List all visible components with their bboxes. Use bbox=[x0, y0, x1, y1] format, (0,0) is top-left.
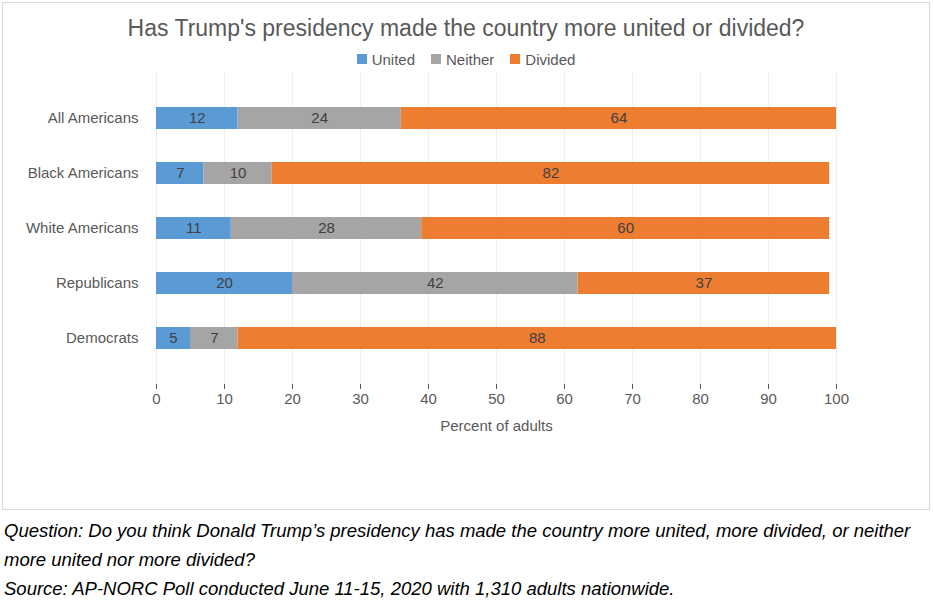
svg-text:88: 88 bbox=[529, 329, 546, 346]
svg-text:7: 7 bbox=[210, 329, 218, 346]
html-text:Has Trump's presidency made th: Has Trump's presidency made the country … bbox=[127, 15, 805, 41]
svg-text:0: 0 bbox=[152, 390, 160, 407]
svg-text:70: 70 bbox=[624, 390, 641, 407]
svg-text:80: 80 bbox=[692, 390, 709, 407]
svg-text:Percent of adults: Percent of adults bbox=[440, 417, 553, 434]
svg-text:50: 50 bbox=[488, 390, 505, 407]
svg-text:10: 10 bbox=[216, 390, 233, 407]
html-text:United: United bbox=[371, 50, 415, 68]
svg-text:42: 42 bbox=[427, 274, 444, 291]
svg-text:20: 20 bbox=[284, 390, 301, 407]
svg-text:White Americans: White Americans bbox=[26, 219, 139, 236]
svg-text:Black Americans: Black Americans bbox=[28, 164, 139, 181]
svg-text:28: 28 bbox=[318, 219, 335, 236]
svg-text:64: 64 bbox=[611, 109, 628, 126]
svg-text:12: 12 bbox=[189, 109, 206, 126]
svg-text:20: 20 bbox=[216, 274, 233, 291]
svg-text:All Americans: All Americans bbox=[48, 109, 139, 126]
html-text:Question: Do you think Donald: Question: Do you think Donald Trump’s pr… bbox=[4, 520, 911, 570]
svg-text:90: 90 bbox=[760, 390, 777, 407]
svg-text:60: 60 bbox=[556, 390, 573, 407]
html-text:Divided: Divided bbox=[525, 50, 576, 68]
html-text:Source: AP-NORC Poll conducted: Source: AP-NORC Poll conducted June 11-1… bbox=[4, 578, 675, 599]
svg-text:10: 10 bbox=[230, 164, 247, 181]
svg-text:Democrats: Democrats bbox=[66, 329, 139, 346]
svg-text:37: 37 bbox=[696, 274, 713, 291]
svg-text:Republicans: Republicans bbox=[56, 274, 139, 291]
svg-text:7: 7 bbox=[176, 164, 184, 181]
svg-text:100: 100 bbox=[824, 390, 849, 407]
svg-text:24: 24 bbox=[311, 109, 328, 126]
svg-text:11: 11 bbox=[186, 219, 202, 236]
html-text:Neither: Neither bbox=[446, 50, 495, 68]
svg-text:82: 82 bbox=[543, 164, 560, 181]
svg-text:40: 40 bbox=[420, 390, 437, 407]
svg-text:5: 5 bbox=[169, 329, 177, 346]
svg-text:30: 30 bbox=[352, 390, 369, 407]
svg-text:60: 60 bbox=[617, 219, 634, 236]
